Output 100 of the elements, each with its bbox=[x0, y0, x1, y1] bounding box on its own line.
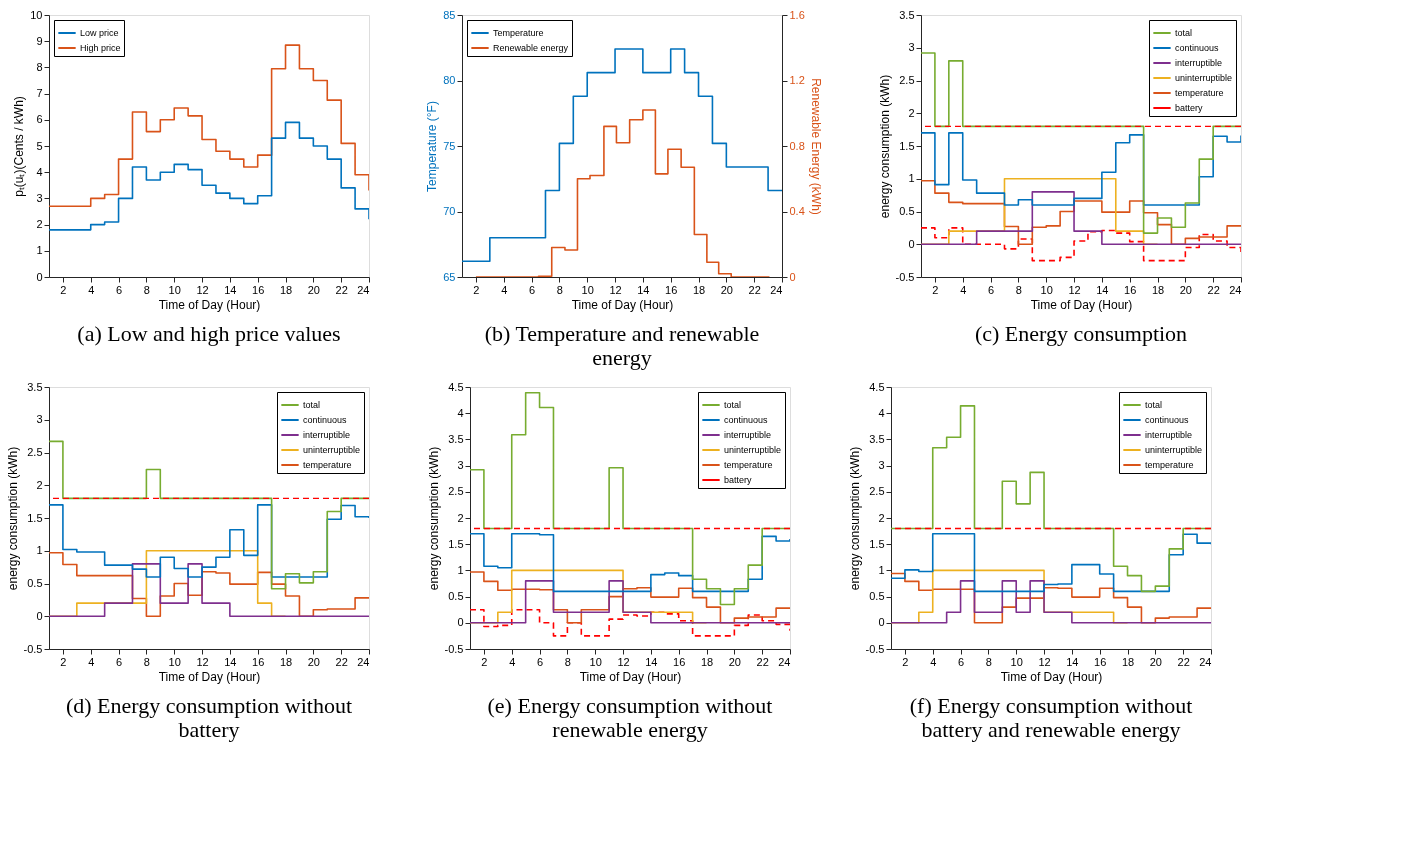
y-tick-label: 1.5 bbox=[899, 139, 915, 152]
y-tick-label: 1.5 bbox=[27, 511, 43, 524]
y-tick-label: 2 bbox=[36, 478, 43, 491]
legend-label: battery bbox=[1175, 103, 1204, 113]
x-axis-title: Time of Day (Hour) bbox=[579, 669, 682, 684]
x-tick-label: 18 bbox=[692, 283, 706, 296]
x-tick-label: 24 bbox=[1199, 655, 1212, 668]
y-tick-label: 0 bbox=[36, 609, 43, 622]
text: (f) Energy consumption without battery and renewable energy bbox=[909, 693, 1193, 742]
x-tick-label: 8 bbox=[1015, 283, 1022, 296]
y-tick-label: 2.5 bbox=[448, 485, 464, 498]
x-tick-label: 16 bbox=[252, 655, 265, 668]
text: (e) Energy consumption without renewable energy bbox=[487, 693, 773, 742]
legend-label: temperature bbox=[303, 460, 352, 470]
y-tick-label: 1.5 bbox=[448, 537, 464, 550]
x-tick-label: 24 bbox=[357, 655, 370, 668]
x-tick-label: 20 bbox=[307, 655, 320, 668]
x-tick-label: 6 bbox=[116, 283, 123, 296]
x-tick-label: 14 bbox=[224, 655, 237, 668]
y-tick-label: 3.5 bbox=[27, 380, 43, 393]
x-tick-label: 2 bbox=[481, 655, 488, 668]
x-tick-label: 6 bbox=[988, 283, 995, 296]
legend-label: uninterruptible bbox=[1145, 445, 1203, 455]
y-tick-label: 0 bbox=[457, 616, 464, 629]
x-tick-label: 18 bbox=[1151, 283, 1165, 296]
legend-label: interruptible bbox=[1175, 58, 1223, 68]
y-tick-label: 3.5 bbox=[899, 8, 915, 21]
x-tick-label: 18 bbox=[279, 283, 293, 296]
x-tick-label: 6 bbox=[537, 655, 544, 668]
y-tick-label: 2 bbox=[457, 511, 464, 524]
y2-axis-title: Renewable Energy (kWh) bbox=[808, 78, 823, 215]
x-tick-label: 2 bbox=[60, 655, 67, 668]
y-tick-label: 1 bbox=[908, 172, 915, 185]
y-tick-label: 4 bbox=[36, 165, 43, 178]
legend-label: total bbox=[1175, 28, 1193, 38]
y-tick-label: 0 bbox=[36, 270, 43, 283]
x-tick-label: 8 bbox=[985, 655, 992, 668]
y-tick-label: -0.5 bbox=[865, 642, 885, 655]
y-tick-label: 1.5 bbox=[869, 537, 885, 550]
legend-label: temperature bbox=[1145, 460, 1194, 470]
x-axis-title: Time of Day (Hour) bbox=[158, 297, 261, 312]
y-tick-label: 85 bbox=[443, 8, 456, 21]
x-tick-label: 10 bbox=[168, 655, 181, 668]
y-tick-label: 2 bbox=[878, 511, 885, 524]
y-tick-label: 1 bbox=[457, 563, 464, 576]
y-tick-label: 6 bbox=[36, 113, 43, 126]
y-tick-label: 0 bbox=[878, 616, 885, 629]
x-tick-label: 18 bbox=[1121, 655, 1135, 668]
x-tick-label: 12 bbox=[1038, 655, 1051, 668]
x-tick-label: 2 bbox=[932, 283, 939, 296]
x-tick-label: 22 bbox=[335, 655, 348, 668]
x-tick-label: 4 bbox=[930, 655, 937, 668]
x-tick-label: 14 bbox=[224, 283, 237, 296]
x-tick-label: 18 bbox=[279, 655, 293, 668]
y-tick-label: 3.5 bbox=[869, 432, 885, 445]
y-tick-label: 1 bbox=[878, 563, 885, 576]
y2-tick-label: 0.8 bbox=[789, 139, 805, 152]
text: (c) Energy consumption bbox=[974, 321, 1188, 346]
x-tick-label: 20 bbox=[1179, 283, 1192, 296]
y-tick-label: 7 bbox=[36, 87, 43, 100]
y-tick-label: 3.5 bbox=[448, 432, 464, 445]
x-tick-label: 4 bbox=[501, 283, 508, 296]
x-tick-label: 22 bbox=[1207, 283, 1220, 296]
legend-label: interruptible bbox=[303, 430, 351, 440]
y-tick-label: 4 bbox=[457, 406, 464, 419]
x-tick-label: 8 bbox=[143, 655, 150, 668]
y-axis-title: energy consumption (kWh) bbox=[5, 446, 20, 591]
x-tick-label: 12 bbox=[609, 283, 622, 296]
y-axis-title: energy consumption (kWh) bbox=[877, 74, 892, 219]
x-tick-label: 14 bbox=[1096, 283, 1109, 296]
y-tick-label: 2.5 bbox=[869, 485, 885, 498]
x-tick-label: 4 bbox=[960, 283, 967, 296]
y-tick-label: 0.5 bbox=[899, 205, 915, 217]
y-tick-label: 80 bbox=[443, 74, 456, 86]
x-tick-label: 24 bbox=[357, 283, 370, 296]
x-tick-label: 10 bbox=[589, 655, 602, 668]
x-tick-label: 24 bbox=[1229, 283, 1242, 296]
y-tick-label: 2 bbox=[908, 106, 915, 119]
text: (d) Energy consumption without battery bbox=[65, 693, 353, 742]
y-tick-label: 4.5 bbox=[869, 380, 885, 393]
y-axis-title: energy consumption (kWh) bbox=[426, 446, 441, 591]
x-tick-label: 24 bbox=[778, 655, 791, 668]
x-tick-label: 18 bbox=[700, 655, 714, 668]
x-tick-label: 24 bbox=[770, 283, 783, 296]
y-tick-label: 3 bbox=[36, 413, 43, 426]
y-tick-label: 0.5 bbox=[27, 577, 43, 589]
x-tick-label: 6 bbox=[529, 283, 536, 296]
legend-label: uninterruptible bbox=[1175, 73, 1233, 83]
x-tick-label: 6 bbox=[958, 655, 965, 668]
x-tick-label: 6 bbox=[116, 655, 123, 668]
y-tick-label: 70 bbox=[443, 205, 456, 217]
y-tick-label: 4 bbox=[878, 406, 885, 419]
y-tick-label: -0.5 bbox=[895, 270, 915, 283]
x-tick-label: 16 bbox=[1124, 283, 1137, 296]
x-tick-label: 16 bbox=[1094, 655, 1107, 668]
legend-label: continuous bbox=[1175, 43, 1220, 53]
x-tick-label: 22 bbox=[1177, 655, 1190, 668]
x-tick-label: 12 bbox=[1068, 283, 1081, 296]
legend-label: total bbox=[303, 400, 321, 410]
legend-label: interruptible bbox=[1145, 430, 1193, 440]
